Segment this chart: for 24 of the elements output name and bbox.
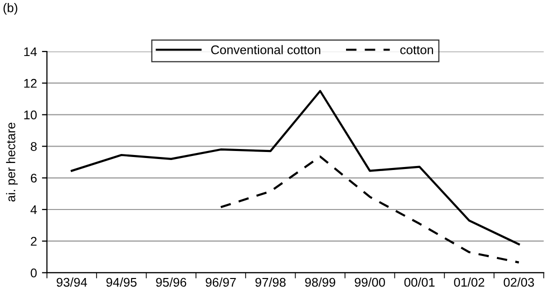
line-series — [220, 156, 520, 264]
y-tick-label: 4 — [30, 205, 37, 214]
legend-label: cotton — [400, 46, 434, 54]
y-axis-title: ai. per hectare — [6, 122, 18, 202]
y-tick-label: 2 — [30, 236, 37, 246]
x-tick-label: 01/02 — [454, 278, 484, 287]
x-tick-label: 95/96 — [156, 278, 186, 287]
x-tick-label: 97/98 — [255, 278, 286, 287]
y-tick-label: 0 — [30, 268, 37, 278]
y-tick-label: 8 — [30, 142, 37, 151]
x-tick-label: 99/00 — [354, 278, 385, 287]
y-tick-label: 14 — [24, 47, 37, 56]
x-tick-label: 02/03 — [504, 278, 534, 287]
line-series — [70, 90, 520, 246]
y-tick-label: 6 — [30, 174, 37, 183]
x-tick-label: 93/94 — [56, 278, 88, 287]
x-tick-label: 00/01 — [404, 278, 435, 287]
y-tick-label: 12 — [24, 78, 37, 88]
x-tick-label: 98/99 — [305, 278, 336, 287]
legend-label: Conventional cotton — [211, 45, 320, 54]
text: (b) — [4, 3, 18, 15]
x-tick-label: 94/95 — [106, 278, 137, 287]
y-tick-label: 10 — [24, 110, 37, 120]
x-tick-label: 96/97 — [206, 278, 236, 287]
